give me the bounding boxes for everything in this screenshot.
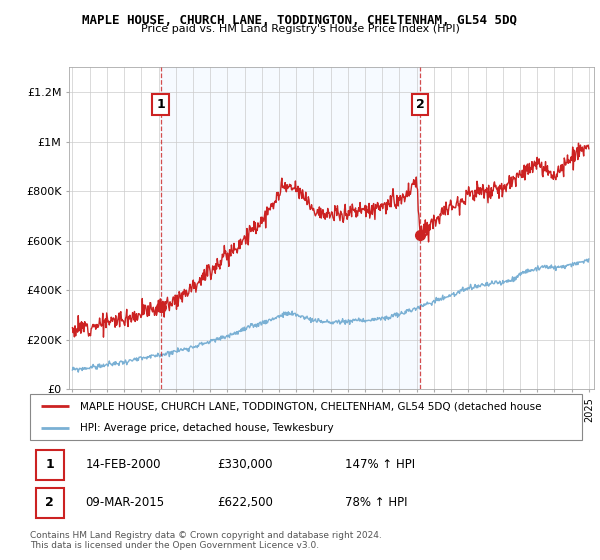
- Text: This data is licensed under the Open Government Licence v3.0.: This data is licensed under the Open Gov…: [30, 541, 319, 550]
- Text: Price paid vs. HM Land Registry's House Price Index (HPI): Price paid vs. HM Land Registry's House …: [140, 24, 460, 34]
- Text: 2: 2: [46, 496, 54, 510]
- Text: 1: 1: [156, 98, 165, 111]
- Text: Contains HM Land Registry data © Crown copyright and database right 2024.: Contains HM Land Registry data © Crown c…: [30, 531, 382, 540]
- Bar: [161, 67, 420, 389]
- Text: MAPLE HOUSE, CHURCH LANE, TODDINGTON, CHELTENHAM, GL54 5DQ (detached house: MAPLE HOUSE, CHURCH LANE, TODDINGTON, CH…: [80, 401, 541, 411]
- Text: 147% ↑ HPI: 147% ↑ HPI: [344, 458, 415, 471]
- Text: 09-MAR-2015: 09-MAR-2015: [85, 496, 164, 509]
- Text: £330,000: £330,000: [218, 458, 273, 471]
- Text: HPI: Average price, detached house, Tewkesbury: HPI: Average price, detached house, Tewk…: [80, 423, 334, 433]
- Text: MAPLE HOUSE, CHURCH LANE, TODDINGTON, CHELTENHAM, GL54 5DQ: MAPLE HOUSE, CHURCH LANE, TODDINGTON, CH…: [83, 14, 517, 27]
- Text: £622,500: £622,500: [218, 496, 274, 509]
- Text: 2: 2: [416, 98, 424, 111]
- Text: 1: 1: [46, 458, 54, 472]
- Text: 78% ↑ HPI: 78% ↑ HPI: [344, 496, 407, 509]
- Text: 14-FEB-2000: 14-FEB-2000: [85, 458, 161, 471]
- FancyBboxPatch shape: [35, 450, 64, 480]
- FancyBboxPatch shape: [35, 488, 64, 518]
